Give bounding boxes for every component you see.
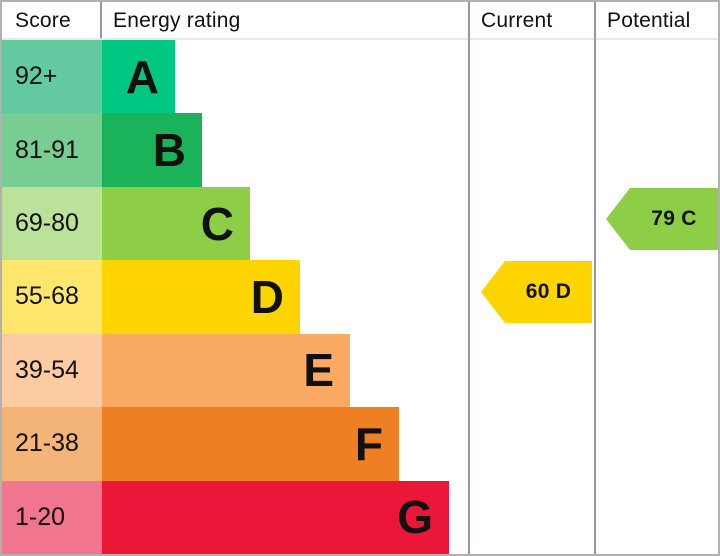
- rating-bar-e: E: [102, 333, 350, 408]
- score-band-g: 1-20: [2, 480, 102, 554]
- rating-letter-c: C: [200, 197, 234, 250]
- rating-row-b: 81-91 B: [2, 113, 718, 187]
- score-band-b: 81-91: [2, 113, 102, 187]
- header-energy-rating: Energy rating: [113, 9, 241, 32]
- score-band-a: 92+: [2, 40, 102, 114]
- rating-bar-c: C: [102, 186, 250, 261]
- header-divider-line: [2, 38, 718, 40]
- rating-letter-d: D: [250, 270, 284, 323]
- chart-header: Score Energy rating Current Potential: [2, 2, 718, 40]
- rating-letter-f: F: [354, 417, 383, 470]
- score-band-f: 21-38: [2, 407, 102, 481]
- rating-letter-e: E: [303, 344, 334, 397]
- header-current: Current: [481, 9, 553, 32]
- header-score: Score: [2, 2, 102, 40]
- rating-row-g: 1-20 G: [2, 480, 718, 554]
- rating-bar-f: F: [102, 407, 399, 481]
- score-band-c: 69-80: [2, 186, 102, 261]
- rating-bar-g: G: [102, 480, 449, 554]
- rating-bar-d: D: [102, 260, 300, 334]
- rating-bar-a: A: [102, 40, 175, 114]
- rating-letter-a: A: [125, 50, 159, 103]
- score-band-d: 55-68: [2, 260, 102, 334]
- rating-row-c: 69-80 C: [2, 186, 718, 261]
- rating-row-f: 21-38 F: [2, 407, 718, 481]
- score-band-e: 39-54: [2, 333, 102, 408]
- rating-row-a: 92+ A: [2, 40, 718, 114]
- potential-column-divider: [594, 2, 596, 554]
- rating-letter-b: B: [152, 124, 186, 177]
- rating-bar-b: B: [102, 113, 202, 187]
- rating-row-d: 55-68 D: [2, 260, 718, 334]
- rating-row-e: 39-54 E: [2, 333, 718, 408]
- current-column-divider: [468, 2, 470, 554]
- potential-rating-arrow: 79 C: [606, 188, 718, 250]
- header-potential: Potential: [607, 9, 691, 32]
- current-rating-arrow: 60 D: [481, 261, 592, 323]
- rating-rows: 92+ A 81-91 B 69-80 C 55-68 D 39-54: [2, 40, 718, 554]
- rating-letter-g: G: [397, 491, 433, 544]
